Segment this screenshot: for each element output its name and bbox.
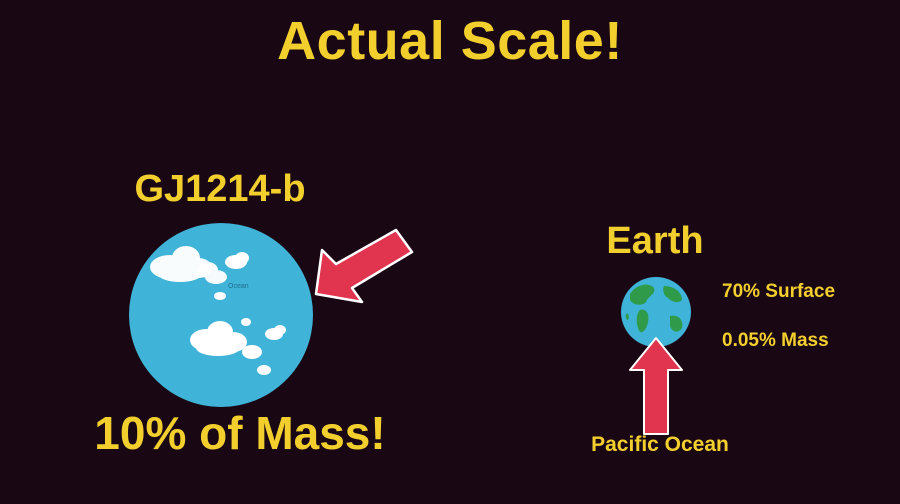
ocean-planet-disc [129,223,313,407]
arrow-up-icon [629,337,683,435]
continent-shape [636,309,649,333]
cloud-group [150,246,286,375]
earth-name: Earth [606,220,704,262]
cloud-icon [225,252,249,269]
cloud-icon [198,262,227,284]
cloud-icon [241,318,251,326]
continent-shape [630,284,655,305]
continent-shape [670,315,683,332]
continent-shape [625,313,629,320]
pacific-ocean-label: Pacific Ocean [591,433,729,456]
ocean-label: Ocean [228,283,249,290]
cloud-icon [214,292,226,300]
planet-name: GJ1214-b [134,168,306,210]
cloud-icon [257,365,271,375]
earth-globe [621,277,691,347]
continent-group [625,284,683,333]
mass-caption: 10% of Mass! [94,407,386,459]
surface-stat: 70% Surface [722,281,836,302]
exoplanet-globe: Ocean [129,223,313,407]
cloud-icon [150,246,212,282]
arrow-pointing-at-planet-icon [314,228,414,304]
cloud-icon [190,321,262,359]
continent-shape [663,286,682,303]
mass-stat: 0.05% Mass [722,330,829,351]
cloud-icon [265,325,286,340]
slide-title: Actual Scale! [277,11,623,71]
